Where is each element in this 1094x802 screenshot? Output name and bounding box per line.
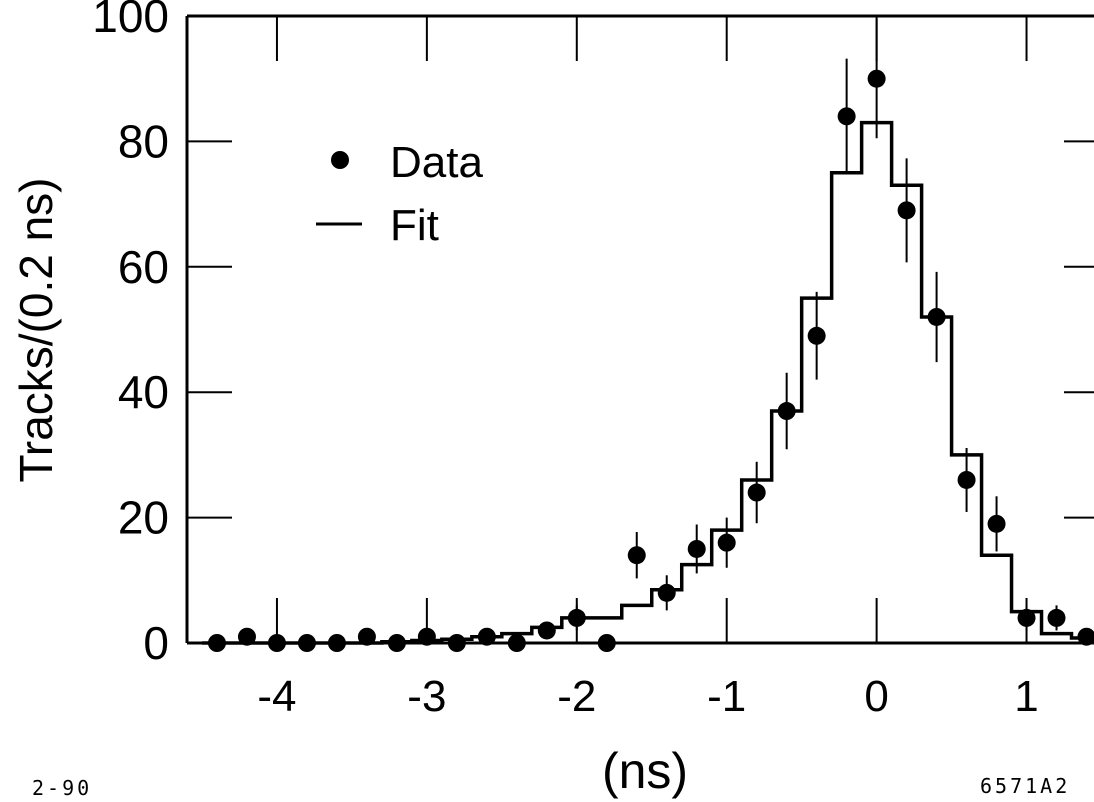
data-point <box>1017 608 1036 627</box>
data-point <box>1047 608 1066 627</box>
legend-data-label: Data <box>390 138 483 187</box>
y-axis-label: Tracks/(0.2 ns) <box>10 177 62 482</box>
data-point <box>897 201 916 220</box>
data-point <box>327 634 346 652</box>
y-tick-label: 60 <box>118 241 169 293</box>
x-tick-label: 0 <box>864 672 888 721</box>
data-point <box>627 546 646 565</box>
data-point <box>387 634 406 652</box>
y-tick-label: 100 <box>92 0 169 42</box>
x-tick-label: -1 <box>707 672 746 721</box>
x-tick-label: -4 <box>257 672 296 721</box>
x-tick-label: -3 <box>407 672 446 721</box>
legend: Data Fit <box>316 138 483 250</box>
data-point <box>717 533 736 552</box>
data-point <box>297 634 316 652</box>
data-point <box>807 326 826 345</box>
data-point <box>477 627 496 646</box>
data-point <box>207 634 226 652</box>
fit-series <box>201 120 1094 645</box>
data-point <box>747 483 766 502</box>
data-point <box>567 608 586 627</box>
data-point <box>507 634 526 652</box>
axis-labels: Tracks/(0.2 ns) (ns) <box>10 177 688 799</box>
data-point <box>867 69 886 88</box>
data-series <box>207 19 1094 652</box>
data-point <box>447 634 466 652</box>
y-tick-label: 0 <box>143 617 169 669</box>
figure-id-note: 6571A2 <box>980 774 1071 798</box>
x-tick-label: 1 <box>1014 672 1038 721</box>
figure-date-note: 2-90 <box>32 776 93 800</box>
fit-step-line <box>201 120 1094 645</box>
legend-data-marker <box>331 151 349 169</box>
y-tick-label: 80 <box>118 115 169 167</box>
data-point <box>267 634 286 652</box>
data-point <box>957 470 976 489</box>
legend-fit-label: Fit <box>390 201 439 250</box>
data-point <box>777 402 796 421</box>
data-point <box>927 307 946 326</box>
data-point <box>687 539 706 558</box>
y-tick-label: 20 <box>118 492 169 544</box>
x-tick-label: -2 <box>557 672 596 721</box>
data-point <box>657 583 676 602</box>
data-point <box>357 627 376 646</box>
data-point <box>1077 627 1094 646</box>
y-tick-label: 40 <box>118 366 169 418</box>
data-point <box>237 627 256 646</box>
data-point <box>987 514 1006 533</box>
data-point <box>597 634 616 652</box>
data-point <box>537 621 556 640</box>
data-point <box>837 107 856 126</box>
data-point <box>417 627 436 646</box>
x-axis-label: (ns) <box>602 743 688 799</box>
